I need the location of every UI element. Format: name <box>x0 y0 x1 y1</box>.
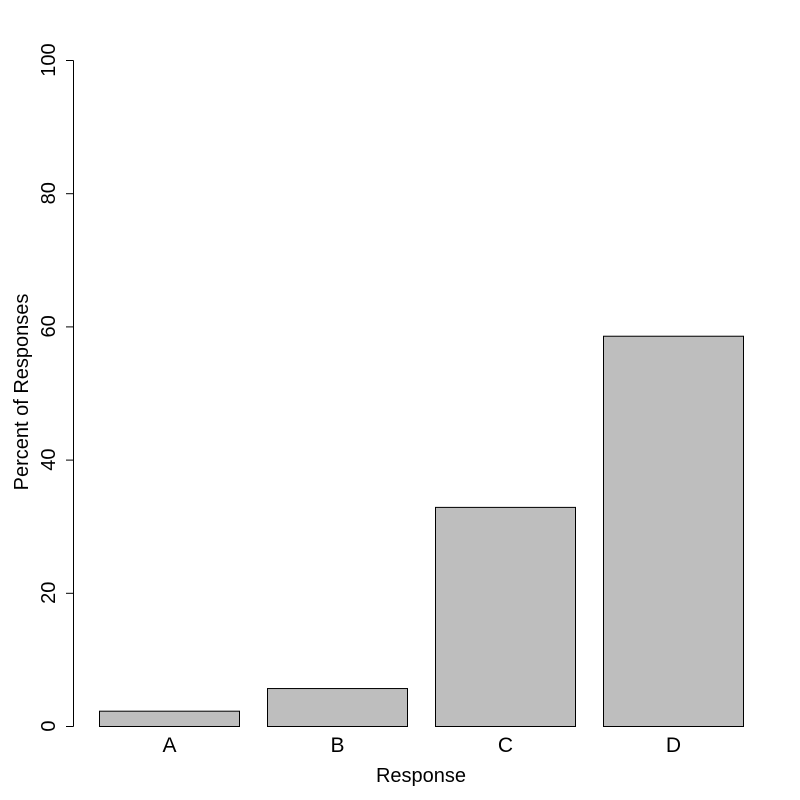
y-ticks-group: 0 20 40 60 80 100 <box>38 43 74 732</box>
bar-c <box>435 506 576 727</box>
bar-a <box>99 710 240 728</box>
x-tick-label-b: B <box>330 734 344 757</box>
x-labels-group: A B C D <box>162 734 681 757</box>
y-tick-label-20: 20 <box>38 582 60 604</box>
y-tick-label-40: 40 <box>38 448 60 470</box>
bars-group <box>99 335 744 728</box>
y-tick-label-0: 0 <box>38 720 60 731</box>
y-axis-title: Percent of Responses <box>11 294 33 491</box>
y-tick-label-60: 60 <box>38 315 60 337</box>
x-tick-label-a: A <box>162 734 176 757</box>
x-tick-label-c: C <box>498 734 513 757</box>
x-tick-label-d: D <box>666 734 681 757</box>
bar-b <box>267 688 408 728</box>
y-tick-label-80: 80 <box>38 182 60 204</box>
bar-d <box>603 335 744 727</box>
x-axis-title: Response <box>376 765 466 787</box>
y-tick-label-100: 100 <box>38 43 60 76</box>
